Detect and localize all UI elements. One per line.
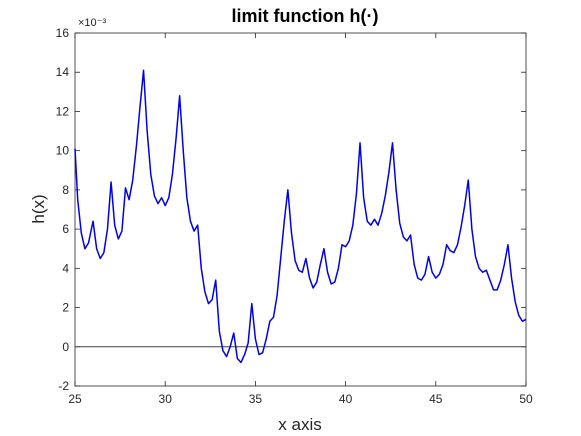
- y-tick-label: 0: [62, 340, 69, 354]
- plot-area: 25 30 35 40 45 50 -2 0 2 4 6 8 10 12 14 16: [56, 26, 533, 406]
- chart-title: limit function h(·): [232, 6, 379, 26]
- y-tick-label: -2: [58, 379, 69, 393]
- x-tick-label: 50: [519, 392, 533, 406]
- axes-box: [74, 32, 527, 387]
- x-tick-label: 25: [68, 392, 82, 406]
- x-tick-label: 35: [249, 392, 263, 406]
- y-tick-label: 10: [56, 144, 70, 158]
- x-tick-label: 45: [429, 392, 443, 406]
- y-tick-label: 6: [62, 222, 69, 236]
- y-tick-label: 4: [62, 261, 69, 275]
- y-tick-label: 16: [56, 26, 70, 40]
- x-axis-label: x axis: [278, 415, 321, 434]
- y-axis-label: h(x): [29, 194, 48, 223]
- series-line: [74, 69, 527, 364]
- x-tick-label: 40: [339, 392, 353, 406]
- x-tick-label: 30: [159, 392, 173, 406]
- y-tick-label: 2: [62, 301, 69, 315]
- y-tick-label: 14: [56, 65, 70, 79]
- y-exponent-label: ×10⁻³: [78, 17, 106, 29]
- y-tick-label: 12: [56, 104, 70, 118]
- y-tick-label: 8: [62, 183, 69, 197]
